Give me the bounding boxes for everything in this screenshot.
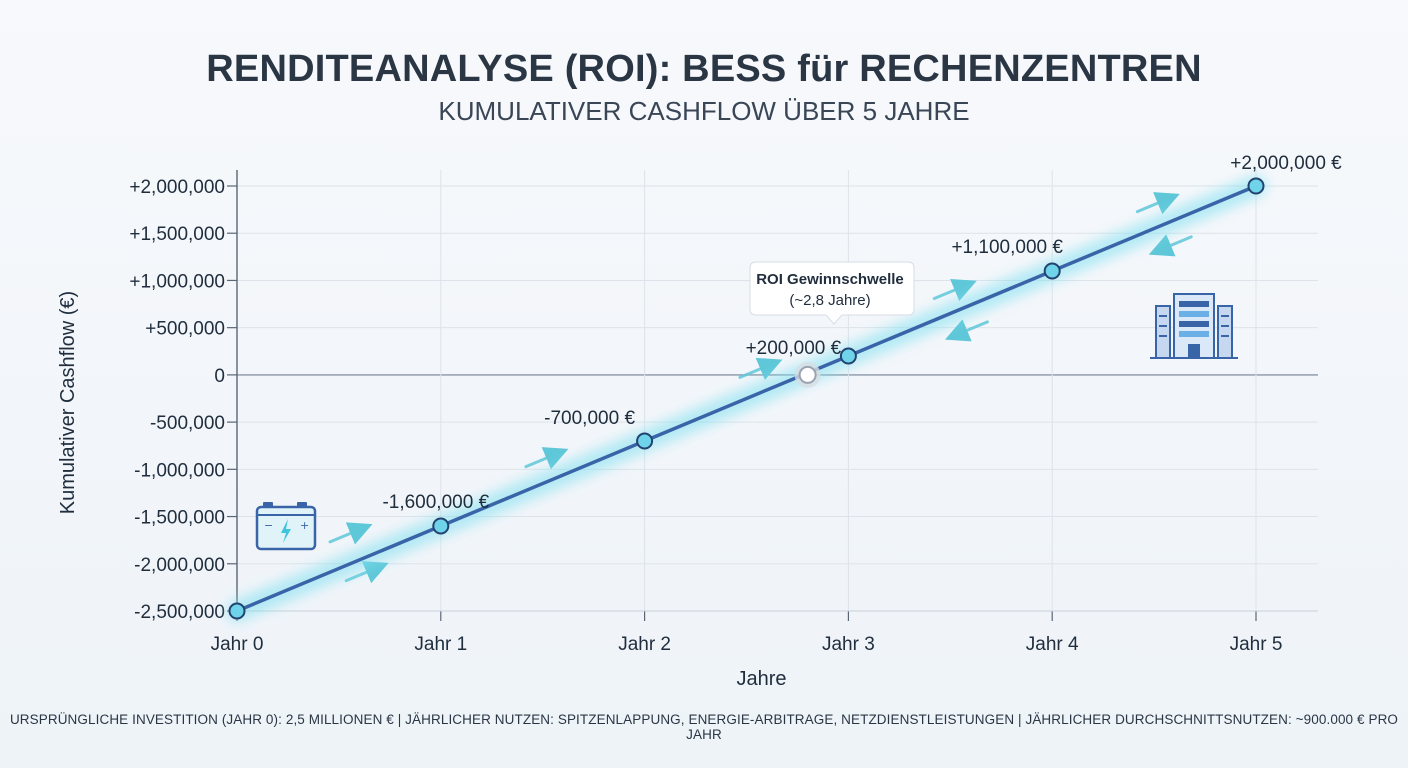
y-tick-label: +2,000,000 bbox=[129, 177, 225, 198]
breakeven-callout-box bbox=[749, 261, 915, 325]
data-point bbox=[228, 602, 246, 620]
data-label: +200,000 € bbox=[746, 338, 842, 359]
data-labels: -1,600,000 € -700,000 € +200,000 € +1,100,0… bbox=[382, 153, 1342, 513]
y-tick-label: -2,500,000 bbox=[134, 602, 225, 623]
y-axis-title: Kumulativer Cashflow (€) bbox=[57, 291, 79, 514]
x-tick-label: Jahr 4 bbox=[1026, 634, 1079, 655]
flow-arrow-icon bbox=[328, 522, 373, 545]
y-tick-label: 0 bbox=[214, 366, 225, 387]
data-label: +2,000,000 € bbox=[1230, 153, 1342, 174]
footer-note: URSPRÜNGLICHE INVESTITION (JAHR 0): 2,5 … bbox=[9, 712, 1399, 742]
y-tick-label: +1,000,000 bbox=[129, 271, 225, 292]
grid bbox=[236, 170, 1318, 612]
battery-icon: − + bbox=[255, 502, 317, 551]
y-tick-label: -500,000 bbox=[150, 413, 225, 434]
y-tick-label: +500,000 bbox=[145, 319, 225, 340]
flow-arrow-icon bbox=[1135, 192, 1180, 215]
y-tick-label: -2,000,000 bbox=[134, 555, 225, 576]
breakeven-point bbox=[798, 365, 817, 384]
flow-arrow-icon bbox=[944, 319, 989, 342]
breakeven-subtitle: (~2,8 Jahre) bbox=[789, 292, 870, 309]
svg-text:−: − bbox=[264, 519, 273, 532]
data-point bbox=[1247, 177, 1265, 195]
x-tick-label: Jahr 3 bbox=[822, 634, 875, 655]
flow-arrow-icon bbox=[524, 447, 569, 470]
x-tick-label: Jahr 1 bbox=[414, 634, 467, 655]
series-line bbox=[235, 184, 1258, 613]
chart-subtitle: KUMULATIVER CASHFLOW ÜBER 5 JAHRE bbox=[438, 96, 970, 126]
flow-arrow-icon bbox=[932, 278, 977, 302]
series-line-group bbox=[226, 175, 1267, 622]
flow-arrow-icon bbox=[738, 357, 783, 381]
x-tick-label: Jahr 5 bbox=[1230, 634, 1283, 655]
data-label: -700,000 € bbox=[544, 408, 635, 429]
data-label: -1,600,000 € bbox=[382, 492, 489, 513]
y-tick-label: -1,500,000 bbox=[134, 508, 225, 529]
flow-arrow-icon bbox=[344, 561, 389, 584]
flow-arrows bbox=[328, 192, 1193, 584]
data-points bbox=[228, 177, 1265, 620]
x-axis-title: Jahre bbox=[736, 668, 786, 690]
axes: -2,500,000 -2,000,000 -1,500,000 -1,000,000… bbox=[57, 170, 1318, 690]
x-tick-label: Jahr 0 bbox=[211, 634, 264, 655]
data-point bbox=[1043, 262, 1061, 280]
breakeven-title: ROI Gewinnschwelle bbox=[756, 271, 904, 288]
y-tick-label: -1,000,000 bbox=[134, 460, 225, 481]
data-label: +1,100,000 € bbox=[951, 237, 1063, 258]
x-tick-label: Jahr 2 bbox=[618, 634, 671, 655]
data-point bbox=[432, 517, 450, 535]
y-tick-label: +1,500,000 bbox=[129, 224, 225, 245]
chart-title: RENDITEANALYSE (ROI): BESS für RECHENZEN… bbox=[206, 48, 1202, 90]
svg-text:+: + bbox=[300, 519, 309, 532]
data-center-building-icon bbox=[1150, 293, 1238, 359]
breakeven-callout: ROI Gewinnschwelle (~2,8 Jahre) bbox=[749, 261, 915, 325]
flow-arrow-icon bbox=[1148, 234, 1193, 257]
data-point bbox=[839, 347, 857, 365]
data-point bbox=[636, 432, 654, 450]
